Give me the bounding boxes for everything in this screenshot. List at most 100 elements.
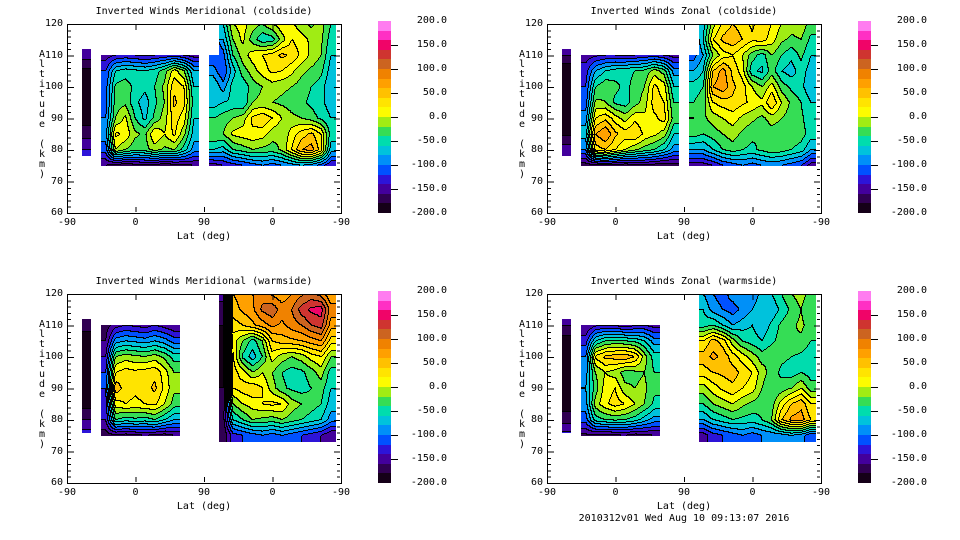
- colorbar-segment: [858, 310, 871, 320]
- colorbar-tick: [391, 315, 398, 316]
- colorbar-tick: [391, 165, 398, 166]
- y-tick-label: 120: [44, 18, 63, 29]
- x-tick-label: -90: [811, 217, 831, 228]
- colorbar-segment: [378, 184, 391, 194]
- colorbar-segment: [378, 300, 391, 311]
- colorbar-segment: [858, 184, 871, 194]
- panel-title: Inverted Winds Zonal (warmside): [590, 276, 778, 287]
- colorbar-label: -100.0: [410, 159, 447, 170]
- x-tick-label: -90: [57, 487, 77, 498]
- colorbar-segment: [858, 21, 871, 31]
- colorbar-label: -200.0: [410, 477, 447, 488]
- y-tick-label: 120: [524, 288, 543, 299]
- colorbar-label: -200.0: [890, 207, 927, 218]
- colorbar-label: 200.0: [896, 15, 927, 26]
- colorbar-segment: [858, 59, 871, 69]
- colorbar-label: 200.0: [896, 285, 927, 296]
- colorbar-segment: [858, 406, 871, 416]
- colorbar: [858, 21, 871, 213]
- x-axis-label: Lat (deg): [656, 231, 712, 242]
- colorbar-segment: [858, 164, 871, 175]
- colorbar: [858, 291, 871, 483]
- contour-plot-canvas: [547, 294, 821, 483]
- colorbar-segment: [858, 444, 871, 455]
- y-tick-label: 120: [524, 18, 543, 29]
- colorbar-segment: [858, 463, 871, 474]
- x-tick-label: 90: [677, 487, 691, 498]
- colorbar-label: 50.0: [422, 357, 447, 368]
- colorbar-segment: [378, 473, 391, 483]
- y-tick-label: 70: [530, 445, 543, 457]
- colorbar-label: -150.0: [410, 183, 447, 194]
- x-tick-label: 0: [749, 217, 756, 228]
- panel-zonal-coldside: Inverted Winds Zonal (coldside) A l t i …: [480, 0, 960, 270]
- colorbar-label: 0.0: [428, 111, 447, 122]
- colorbar: [378, 21, 391, 213]
- colorbar-label: 0.0: [908, 111, 927, 122]
- colorbar-label: 150.0: [416, 309, 447, 320]
- y-tick-label: 110: [524, 49, 543, 61]
- colorbar-segment: [378, 310, 391, 320]
- y-tick-label: 90: [50, 112, 63, 124]
- colorbar-segment: [378, 97, 391, 108]
- colorbar-label: 200.0: [416, 285, 447, 296]
- colorbar-tick: [391, 69, 398, 70]
- y-tick-label: 60: [50, 477, 63, 488]
- x-axis-label: Lat (deg): [176, 501, 232, 512]
- x-tick-label: 90: [677, 217, 691, 228]
- y-tick-label: 80: [530, 144, 543, 155]
- colorbar-label: -50.0: [416, 405, 447, 416]
- colorbar-segment: [378, 126, 391, 137]
- colorbar-segment: [378, 329, 391, 339]
- colorbar-segment: [378, 193, 391, 204]
- y-tick-label: 70: [50, 175, 63, 187]
- colorbar-segment: [378, 454, 391, 464]
- colorbar-segment: [858, 145, 871, 156]
- colorbar-tick: [391, 411, 398, 412]
- colorbar-segment: [858, 107, 871, 117]
- panel-zonal-warmside: Inverted Winds Zonal (warmside) A l t i …: [480, 270, 960, 540]
- colorbar-tick: [871, 45, 878, 46]
- colorbar-segment: [858, 473, 871, 483]
- colorbar-label: -200.0: [410, 207, 447, 218]
- colorbar-tick: [871, 459, 878, 460]
- y-tick-label: 90: [530, 112, 543, 124]
- colorbar-segment: [858, 116, 871, 127]
- colorbar-label: 50.0: [422, 87, 447, 98]
- y-tick-label: 110: [524, 319, 543, 331]
- x-tick-label: 0: [612, 487, 619, 498]
- colorbar-segment: [378, 164, 391, 175]
- colorbar-label: -200.0: [890, 477, 927, 488]
- colorbar-segment: [858, 136, 871, 146]
- y-axis-label: A l t i t u d e ( k m ): [38, 49, 46, 180]
- colorbar-label: -150.0: [410, 453, 447, 464]
- x-tick-label: -90: [331, 487, 351, 498]
- panel-title: Inverted Winds Meridional (warmside): [95, 276, 313, 287]
- colorbar-segment: [858, 338, 871, 349]
- colorbar-label: 50.0: [902, 357, 927, 368]
- y-tick-label: 70: [530, 175, 543, 187]
- colorbar-tick: [391, 189, 398, 190]
- colorbar-label: -100.0: [890, 159, 927, 170]
- colorbar-label: -50.0: [896, 135, 927, 146]
- x-tick-label: 0: [749, 487, 756, 498]
- colorbar-segment: [378, 386, 391, 397]
- colorbar-label: 100.0: [896, 63, 927, 74]
- colorbar-tick: [871, 411, 878, 412]
- x-tick-label: 0: [269, 217, 276, 228]
- colorbar-segment: [858, 329, 871, 339]
- colorbar-tick: [391, 459, 398, 460]
- colorbar-segment: [378, 30, 391, 41]
- colorbar-segment: [378, 406, 391, 416]
- colorbar-segment: [378, 155, 391, 165]
- colorbar-segment: [378, 59, 391, 69]
- contour-plot-canvas: [67, 294, 341, 483]
- x-tick-label: 0: [269, 487, 276, 498]
- colorbar-segment: [378, 174, 391, 185]
- x-axis-label: Lat (deg): [176, 231, 232, 242]
- colorbar-label: -150.0: [890, 453, 927, 464]
- y-tick-label: 90: [530, 382, 543, 394]
- colorbar-segment: [858, 193, 871, 204]
- colorbar-segment: [858, 78, 871, 89]
